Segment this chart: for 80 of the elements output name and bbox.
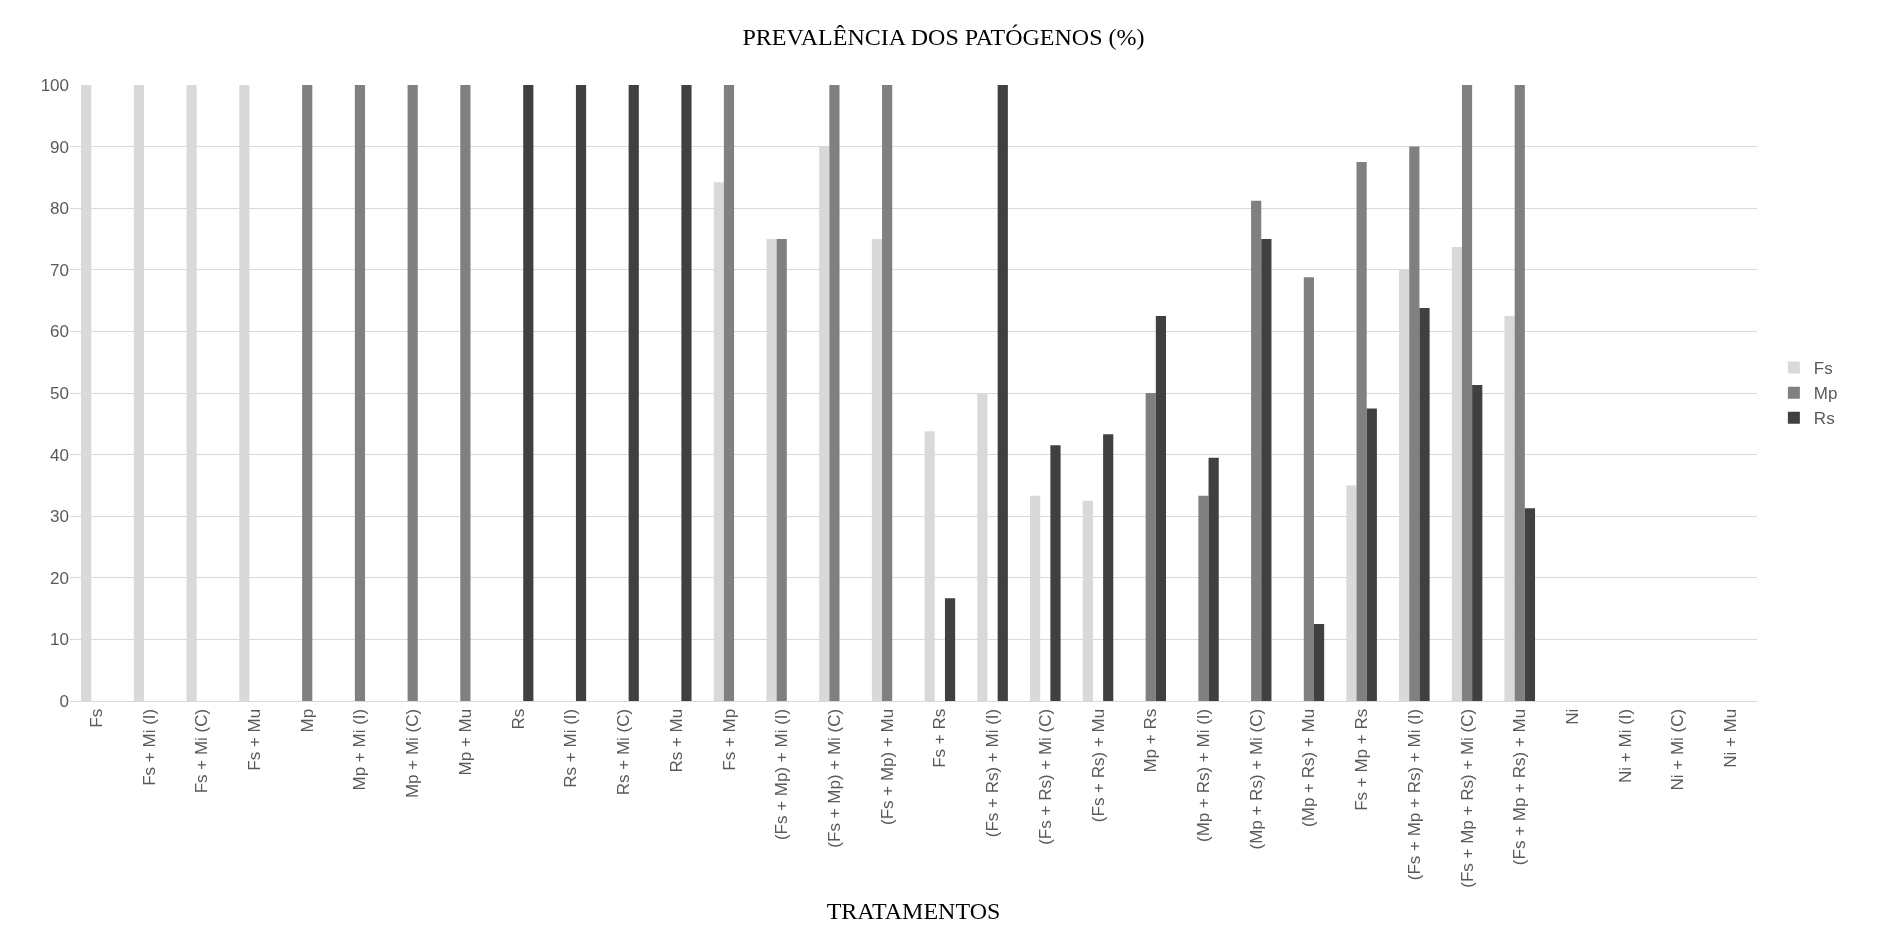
bar — [776, 239, 787, 701]
bar — [1145, 393, 1156, 701]
x-tick-label: Fs + Rs — [930, 708, 950, 768]
y-tick-label: 60 — [50, 322, 69, 342]
x-tick-label: Rs + Mu — [666, 708, 686, 773]
x-tick-label: (Fs + Rs) + Mi (I) — [983, 708, 1003, 838]
bar — [1251, 200, 1262, 701]
bar — [1303, 277, 1314, 701]
x-tick-label: (Fs + Rs) + Mi (C) — [1035, 708, 1055, 845]
y-tick-label: 40 — [50, 445, 69, 465]
bar — [1356, 162, 1367, 701]
bar — [628, 85, 639, 701]
bar — [997, 85, 1008, 701]
x-tick-label: Rs — [508, 708, 528, 730]
bar — [575, 85, 587, 701]
bar — [460, 85, 471, 701]
x-tick-label: Mp + Mi (C) — [403, 708, 423, 799]
x-tick-label: Ni + Mu — [1721, 708, 1741, 768]
x-tick-label: Ni + Mi (C) — [1668, 708, 1688, 791]
x-tick-label: Fs + Mi (C) — [192, 708, 212, 794]
x-tick-label: Mp + Rs — [1141, 708, 1161, 773]
bar — [1050, 445, 1061, 701]
x-tick-label: (Fs + Mp + Rs) + Mi (C) — [1457, 708, 1477, 888]
x-tick-label: Ni — [1563, 708, 1583, 725]
y-tick-label: 30 — [50, 507, 69, 527]
y-tick-label: 70 — [50, 260, 69, 280]
x-tick-label: (Fs + Mp) + Mi (C) — [824, 708, 844, 848]
bar — [302, 85, 313, 701]
bar — [523, 85, 534, 701]
x-tick-label: Rs + Mi (I) — [561, 708, 581, 788]
x-tick-label: Fs + Mp — [719, 708, 739, 771]
bar — [1514, 85, 1525, 701]
bar — [1524, 508, 1536, 701]
y-tick-label: 20 — [50, 568, 69, 588]
x-tick-label: Fs + Mp + Rs — [1352, 708, 1372, 811]
bar — [407, 85, 418, 701]
x-tick-label: (Fs + Rs) + Mu — [1088, 708, 1108, 823]
x-tick-label: (Fs + Mp + Rs) + Mu — [1510, 708, 1530, 866]
bar — [1461, 85, 1473, 701]
legend-label: Rs — [1813, 409, 1835, 429]
chart-title: PREVALÊNCIA DOS PATÓGENOS (%) — [742, 23, 1145, 50]
bar — [354, 85, 366, 701]
x-tick-label: (Mp + Rs) + Mi (I) — [1193, 708, 1213, 842]
x-tick-label: Fs + Mu — [245, 708, 265, 771]
y-tick-label: 100 — [40, 75, 69, 95]
x-tick-label: Fs — [86, 708, 106, 728]
bar — [1103, 434, 1114, 701]
bar — [1409, 146, 1420, 701]
legend-label: Mp — [1813, 384, 1838, 404]
x-tick-label: Fs + Mi (I) — [139, 708, 159, 786]
x-tick-label: (Fs + Mp) + Mi (I) — [772, 708, 792, 841]
x-tick-label: (Fs + Mp + Rs) + Mi (I) — [1404, 708, 1424, 881]
bar — [1313, 624, 1325, 701]
y-tick-label: 80 — [50, 199, 69, 219]
bar — [882, 85, 893, 701]
bar — [681, 85, 692, 701]
x-tick-label: (Fs + Mp) + Mu — [877, 708, 897, 825]
bar — [1419, 307, 1430, 701]
x-tick-label: Mp + Mi (I) — [350, 708, 370, 791]
y-tick-label: 0 — [59, 691, 69, 711]
x-tick-label: Mp + Mu — [455, 708, 475, 776]
bar — [944, 598, 956, 701]
x-tick-label: (Mp + Rs) + Mu — [1299, 708, 1319, 827]
bar — [1472, 384, 1483, 701]
y-tick-label: 90 — [50, 137, 69, 157]
x-tick-label: (Mp + Rs) + Mi (C) — [1246, 708, 1266, 850]
legend-label: Fs — [1813, 359, 1833, 379]
bar — [1261, 239, 1272, 701]
bar — [1155, 316, 1167, 701]
bar — [1208, 457, 1219, 701]
x-tick-label: Rs + Mi (C) — [614, 708, 634, 796]
y-tick-label: 50 — [50, 383, 69, 403]
bar — [723, 85, 735, 701]
x-axis-title: TRATAMENTOS — [826, 898, 1001, 925]
x-tick-label: Ni + Mi (I) — [1615, 708, 1635, 783]
bar — [1198, 495, 1209, 701]
x-tick-label: Mp — [297, 708, 317, 733]
bar — [1366, 408, 1377, 701]
y-tick-label: 10 — [50, 630, 69, 650]
bar — [829, 85, 840, 701]
